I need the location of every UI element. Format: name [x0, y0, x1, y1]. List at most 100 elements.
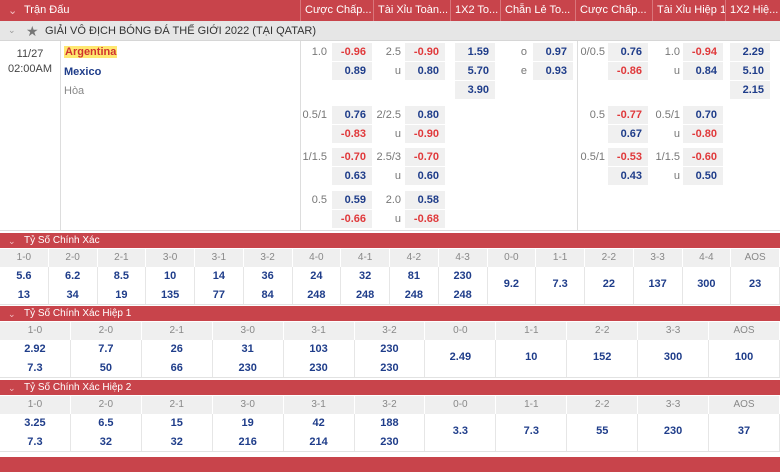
score-odds[interactable]: 22 [602, 278, 615, 290]
odds-cell[interactable]: -0.70 [405, 148, 445, 166]
score-odds-home[interactable]: 14 [212, 270, 225, 282]
score-cell[interactable]: 230 [638, 414, 710, 451]
odds-1x2-cell[interactable]: 1.59 [455, 43, 495, 61]
away-team[interactable]: Mexico [64, 66, 102, 78]
home-team[interactable]: Argentina [64, 46, 118, 58]
score-cell[interactable]: 230 230 [355, 340, 426, 377]
odds-cell[interactable]: -0.70 [332, 148, 372, 166]
score-odds-home[interactable]: 5.6 [16, 270, 32, 282]
score-odds-home[interactable]: 3.25 [24, 417, 46, 429]
score-cell[interactable]: 9.2 [488, 267, 537, 304]
column-header[interactable]: Chẵn Lẻ To... [505, 4, 571, 16]
score-odds-away[interactable]: 32 [99, 436, 112, 448]
score-cell[interactable]: 37 [709, 414, 780, 451]
column-header[interactable]: Tài Xỉu Toàn... [378, 4, 449, 16]
score-odds-away[interactable]: 230 [309, 362, 328, 374]
odds-cell[interactable]: -0.53 [608, 148, 648, 166]
odds-cell[interactable]: 0.58 [405, 191, 445, 209]
score-odds-away[interactable]: 248 [355, 289, 375, 301]
score-odds[interactable]: 3.3 [452, 425, 469, 437]
score-odds-home[interactable]: 32 [359, 270, 372, 282]
score-odds-away[interactable]: 135 [160, 289, 180, 301]
odds-cell[interactable]: 0.67 [608, 125, 648, 143]
score-cell[interactable]: 152 [567, 340, 639, 377]
chevron-down-icon[interactable]: ⌄ [8, 309, 16, 319]
column-header[interactable]: Tài Xỉu Hiệp 1 [657, 4, 727, 16]
score-odds-away[interactable]: 19 [115, 289, 128, 301]
odds-cell[interactable]: -0.60 [683, 148, 723, 166]
score-odds-home[interactable]: 6.5 [98, 417, 114, 429]
score-cell[interactable]: 7.3 [536, 267, 585, 304]
odds-cell[interactable]: 0.60 [405, 167, 445, 185]
odds-cell[interactable]: 0.80 [405, 106, 445, 124]
score-odds[interactable]: 23 [749, 278, 762, 290]
section-header[interactable]: ⌄ Tỷ Số Chính Xác Hiệp 1 [0, 306, 780, 321]
score-cell[interactable]: 7.3 [496, 414, 568, 451]
score-cell[interactable]: 103 230 [284, 340, 355, 377]
odds-cell[interactable]: 0.59 [332, 191, 372, 209]
score-odds[interactable]: 9.2 [503, 278, 520, 290]
odds-1x2-cell[interactable]: 5.70 [455, 62, 495, 80]
score-odds-away[interactable]: 248 [404, 289, 424, 301]
score-odds-home[interactable]: 230 [453, 270, 472, 282]
odds-cell[interactable]: -0.83 [332, 125, 372, 143]
score-cell[interactable]: 300 [638, 340, 710, 377]
score-cell[interactable]: 31 230 [213, 340, 284, 377]
score-cell[interactable]: 6.2 34 [49, 267, 98, 304]
score-odds[interactable]: 10 [525, 351, 538, 363]
odds-cell[interactable]: -0.77 [608, 106, 648, 124]
chevron-down-icon[interactable]: ⌄ [8, 236, 16, 246]
score-cell[interactable]: 14 77 [195, 267, 244, 304]
score-cell[interactable]: 24 248 [293, 267, 342, 304]
odds-cell[interactable]: -0.66 [332, 210, 372, 228]
column-header[interactable]: 1X2 Hiệ... [730, 4, 779, 16]
league-row[interactable]: ⌄ ★ GIẢI VÔ ĐỊCH BÓNG ĐÁ THẾ GIỚI 2022 (… [0, 21, 780, 41]
score-cell[interactable]: 3.25 7.3 [0, 414, 71, 451]
score-cell[interactable]: 100 [709, 340, 780, 377]
odds-cell[interactable]: 0.76 [332, 106, 372, 124]
odds-1x2-h1-cell[interactable]: 2.29 [730, 43, 770, 61]
score-odds-away[interactable]: 230 [380, 436, 399, 448]
score-odds[interactable]: 2.49 [449, 351, 472, 363]
odds-cell[interactable]: -0.90 [405, 43, 445, 61]
odds-cell[interactable]: -0.90 [405, 125, 445, 143]
score-odds[interactable]: 7.3 [523, 425, 539, 437]
column-header[interactable]: 1X2 To... [455, 4, 499, 16]
score-odds-home[interactable]: 36 [261, 270, 274, 282]
score-cell[interactable]: 19 216 [213, 414, 284, 451]
score-odds-home[interactable]: 10 [164, 270, 177, 282]
score-cell[interactable]: 55 [567, 414, 639, 451]
section-header[interactable] [0, 457, 780, 472]
score-odds-home[interactable]: 42 [312, 417, 325, 429]
score-odds-home[interactable]: 188 [380, 417, 399, 429]
odds-cell[interactable]: -0.96 [332, 43, 372, 61]
score-odds-away[interactable]: 32 [170, 436, 183, 448]
score-cell[interactable]: 10 135 [146, 267, 195, 304]
chevron-down-icon[interactable]: ⌄ [8, 25, 16, 35]
score-cell[interactable]: 36 84 [244, 267, 293, 304]
odds-cell[interactable]: 0.84 [683, 62, 723, 80]
section-header[interactable]: ⌄ Tỷ Số Chính Xác [0, 233, 780, 248]
odds-cell[interactable]: 0.80 [405, 62, 445, 80]
odds-1x2-h1-cell[interactable]: 5.10 [730, 62, 770, 80]
score-odds[interactable]: 300 [697, 278, 716, 290]
score-odds-away[interactable]: 214 [309, 436, 328, 448]
column-header[interactable]: Cược Chấp... [580, 4, 647, 16]
score-odds-home[interactable]: 103 [309, 343, 328, 355]
score-cell[interactable]: 137 [634, 267, 683, 304]
chevron-down-icon[interactable]: ⌄ [8, 383, 16, 393]
score-odds-away[interactable]: 230 [238, 362, 257, 374]
chevron-down-icon[interactable]: ⌄ [8, 5, 18, 17]
score-cell[interactable]: 5.6 13 [0, 267, 49, 304]
section-header[interactable]: ⌄ Tỷ Số Chính Xác Hiệp 2 [0, 380, 780, 395]
odds-cell[interactable]: 0.93 [533, 62, 573, 80]
score-cell[interactable]: 81 248 [390, 267, 439, 304]
score-cell[interactable]: 26 66 [142, 340, 213, 377]
score-odds[interactable]: 100 [734, 351, 754, 363]
score-cell[interactable]: 230 248 [439, 267, 488, 304]
score-cell[interactable]: 2.92 7.3 [0, 340, 71, 377]
score-odds[interactable]: 55 [596, 425, 609, 437]
score-odds-home[interactable]: 15 [170, 417, 183, 429]
score-cell[interactable]: 3.3 [425, 414, 497, 451]
score-odds-away[interactable]: 13 [17, 289, 30, 301]
